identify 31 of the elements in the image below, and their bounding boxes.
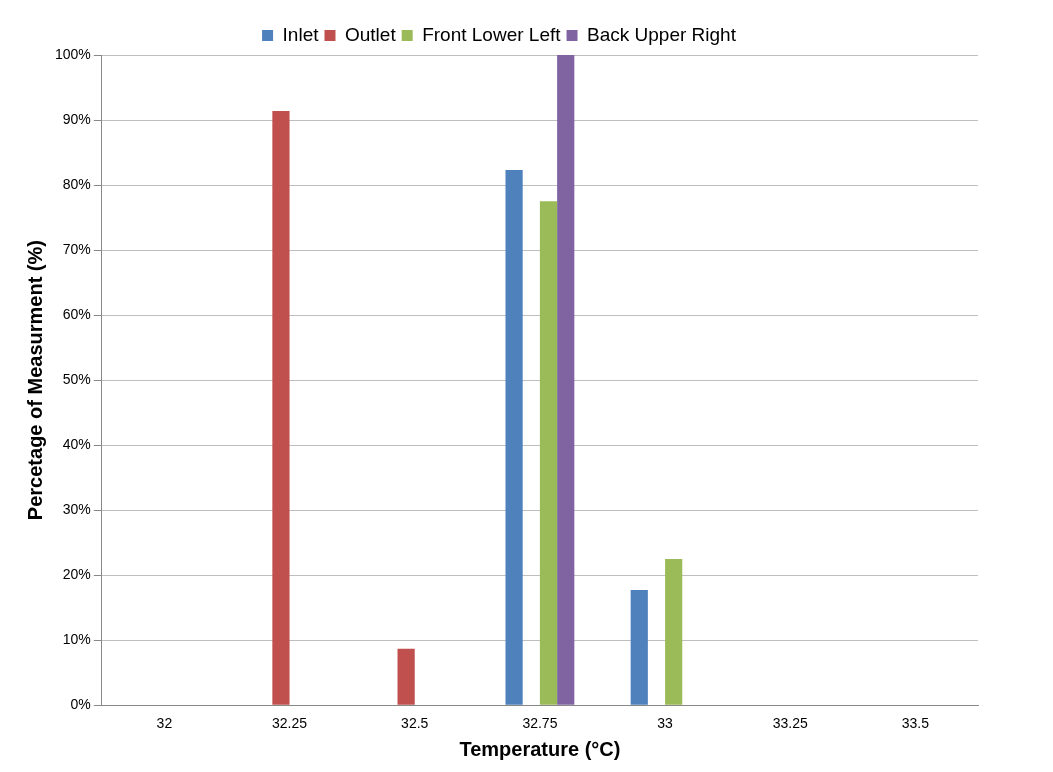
bar bbox=[557, 55, 575, 705]
legend-label: Inlet bbox=[282, 23, 320, 45]
bar bbox=[630, 590, 648, 705]
y-tick-label: 50% bbox=[62, 370, 91, 387]
x-tick-label: 33 bbox=[657, 715, 674, 732]
x-tick-label: 32.75 bbox=[522, 715, 558, 732]
y-tick-label: 90% bbox=[62, 110, 91, 127]
x-tick-label: 32 bbox=[156, 715, 173, 732]
y-tick-label: 10% bbox=[62, 631, 91, 648]
x-tick-label: 33.25 bbox=[772, 715, 808, 732]
y-tick-label: 30% bbox=[62, 501, 91, 517]
y-tick-label: 100% bbox=[54, 45, 91, 62]
y-axis-title: Percetage of Measurment (%) bbox=[23, 240, 46, 521]
legend-label: Front Lower Left bbox=[422, 23, 562, 45]
y-tick-label: 0% bbox=[70, 696, 91, 713]
y-tick-label: 20% bbox=[62, 566, 91, 583]
bar bbox=[665, 558, 683, 705]
x-tick-label: 32.25 bbox=[272, 715, 308, 732]
y-tick-label: 80% bbox=[62, 175, 91, 192]
bar bbox=[272, 110, 290, 705]
bar bbox=[539, 201, 558, 705]
y-tick-label: 40% bbox=[62, 435, 91, 452]
legend-label: Back Upper Right bbox=[587, 23, 737, 45]
legend-label: Outlet bbox=[344, 23, 397, 45]
bar bbox=[505, 170, 523, 705]
x-tick-label: 32.5 bbox=[401, 715, 429, 732]
bar bbox=[397, 648, 415, 705]
x-tick-label: 33.5 bbox=[901, 715, 930, 732]
x-axis-title: Temperature (°C) bbox=[459, 737, 621, 760]
y-tick-label: 70% bbox=[62, 240, 91, 257]
y-tick-label: 60% bbox=[62, 305, 91, 322]
